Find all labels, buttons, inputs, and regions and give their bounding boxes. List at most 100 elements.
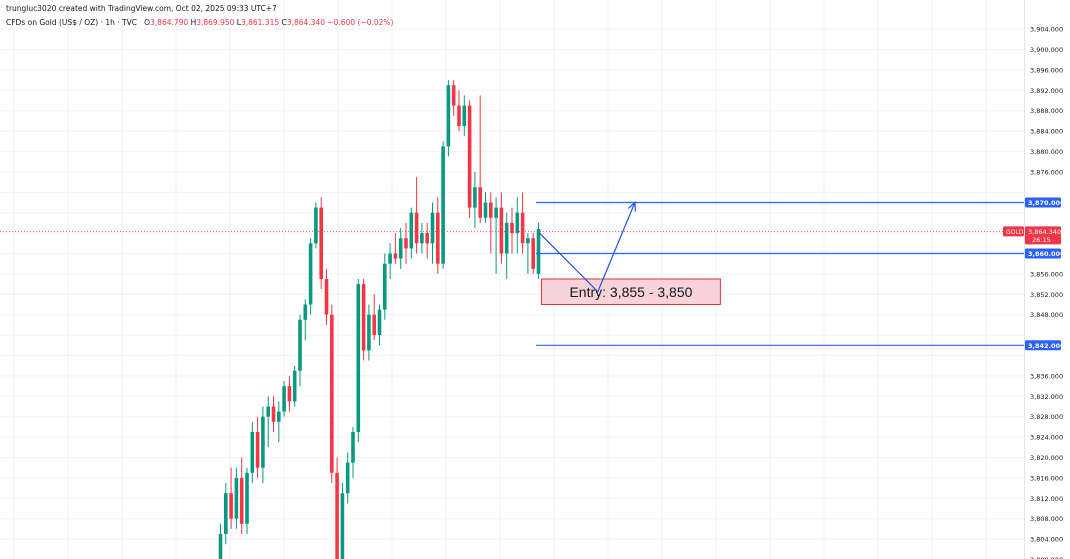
candle-body xyxy=(361,284,366,351)
candle-body xyxy=(393,253,398,259)
axis-tick-label: 3,804.000 xyxy=(1030,536,1063,544)
candle-body xyxy=(340,493,345,559)
candle-body xyxy=(314,207,318,244)
projection-path xyxy=(539,202,636,293)
candle-body xyxy=(441,146,445,264)
candle-body xyxy=(234,477,239,519)
level-price-tag xyxy=(1025,248,1061,259)
candle-body xyxy=(372,314,376,336)
candle-body xyxy=(494,207,498,218)
change-value: −0.600 (−0.02%) xyxy=(327,18,394,27)
axis-tick-label: 3,836.000 xyxy=(1030,372,1063,380)
candle-body xyxy=(218,534,223,559)
candle-body xyxy=(473,187,477,208)
level-price-text: 3,860.000 xyxy=(1028,250,1065,258)
candle-body xyxy=(504,222,509,254)
candle-body xyxy=(229,493,233,519)
bar-countdown: 26:15 xyxy=(1032,236,1051,244)
candle-body xyxy=(388,253,392,264)
candle-body xyxy=(499,207,504,254)
symbol-legend[interactable]: CFDs on Gold (US$ / OZ) · 1h · TVC O3,86… xyxy=(6,18,393,27)
candle-body xyxy=(255,432,260,468)
candle-body xyxy=(377,309,382,336)
axis-tick-label: 3,904.000 xyxy=(1030,26,1063,34)
candle-body xyxy=(515,212,520,234)
candle-body xyxy=(266,406,270,417)
candle-body xyxy=(436,212,440,264)
low-label: L xyxy=(236,18,241,27)
axis-tick-label: 3,900.000 xyxy=(1030,46,1063,54)
high-label: H xyxy=(190,18,197,27)
candle-body xyxy=(489,202,493,218)
axis-tick-label: 3,812.000 xyxy=(1030,495,1063,503)
candle-body xyxy=(282,386,286,412)
entry-zone-label: Entry: 3,855 - 3,850 xyxy=(569,284,692,300)
axis-tick-label: 3,856.000 xyxy=(1030,270,1063,278)
axis-tick-label: 3,896.000 xyxy=(1030,66,1063,74)
current-price-tag xyxy=(1025,226,1061,245)
candle-body xyxy=(367,314,371,351)
attribution-text: trungluc3020 created with TradingView.co… xyxy=(6,4,277,13)
candle-body xyxy=(404,238,408,249)
level-price-tag xyxy=(1025,197,1061,208)
candle-body xyxy=(520,212,525,244)
candle-body xyxy=(531,238,535,269)
price-axis[interactable]: 3,904.000 3,900.000 3,896.000 3,892.000 3,88… xyxy=(1024,0,1064,559)
axis-tick-label: 3,880.000 xyxy=(1030,148,1063,156)
level-price-text: 3,842.000 xyxy=(1028,342,1065,350)
entry-zone-box xyxy=(541,278,721,305)
candle-body xyxy=(271,406,276,422)
candle-body xyxy=(239,477,244,524)
candle-body xyxy=(224,493,228,534)
current-price-text: 3,864.340 xyxy=(1028,228,1061,236)
low-value: 3,861.315 xyxy=(240,18,280,27)
candle-body xyxy=(414,212,419,244)
candle-body xyxy=(451,85,456,106)
symbol-description: CFDs on Gold (US$ / OZ) · 1h · TVC xyxy=(6,18,137,27)
price-labels: 3,870.000 3,860.000 3,842.000 GOLD 3,864.340… xyxy=(1003,197,1065,351)
candle-body xyxy=(292,370,297,402)
axis-tick-label: 3,820.000 xyxy=(1030,454,1063,462)
open-label: O xyxy=(144,18,151,27)
candle-series xyxy=(218,80,541,559)
axis-tick-label: 3,848.000 xyxy=(1030,311,1063,319)
candle-body xyxy=(287,386,292,402)
level-price-tag xyxy=(1025,340,1061,351)
candle-body xyxy=(250,432,255,473)
candle-body xyxy=(409,212,414,249)
axis-tick-label: 3,824.000 xyxy=(1030,434,1063,442)
candle-body xyxy=(462,105,467,126)
candle-body xyxy=(324,279,329,315)
candle-body xyxy=(446,85,451,147)
candle-body xyxy=(430,212,435,244)
close-value: 3,864.340 xyxy=(286,18,325,27)
candle-body xyxy=(383,263,387,310)
candle-body xyxy=(526,238,530,244)
axis-tick-label: 3,852.000 xyxy=(1030,291,1063,299)
drawing-layer[interactable]: Entry: 3,855 - 3,850 xyxy=(0,201,1024,346)
candle-body xyxy=(308,243,313,305)
candle-body xyxy=(483,202,488,218)
candle-body xyxy=(261,416,265,468)
candle-body xyxy=(345,462,350,494)
chart-grid xyxy=(0,0,1024,559)
candle-body xyxy=(245,472,249,524)
axis-tick-label: 3,888.000 xyxy=(1030,107,1063,115)
candle-body xyxy=(467,105,472,208)
candle-body xyxy=(510,222,514,234)
candle-body xyxy=(319,207,323,279)
candle-body xyxy=(303,304,308,320)
open-value: 3,864.790 xyxy=(150,18,189,27)
axis-tick-label: 3,876.000 xyxy=(1030,168,1063,176)
level-price-text: 3,870.000 xyxy=(1028,199,1065,207)
candle-body xyxy=(351,432,355,463)
high-value: 3,869.950 xyxy=(196,18,235,27)
axis-tick-label: 3,800.000 xyxy=(1030,556,1063,559)
projection-arrowhead xyxy=(627,201,637,212)
candle-body xyxy=(335,472,339,559)
candle-body xyxy=(277,411,281,422)
candle-body xyxy=(425,233,429,244)
close-label: C xyxy=(281,18,287,27)
axis-tick-label: 3,892.000 xyxy=(1030,87,1063,95)
